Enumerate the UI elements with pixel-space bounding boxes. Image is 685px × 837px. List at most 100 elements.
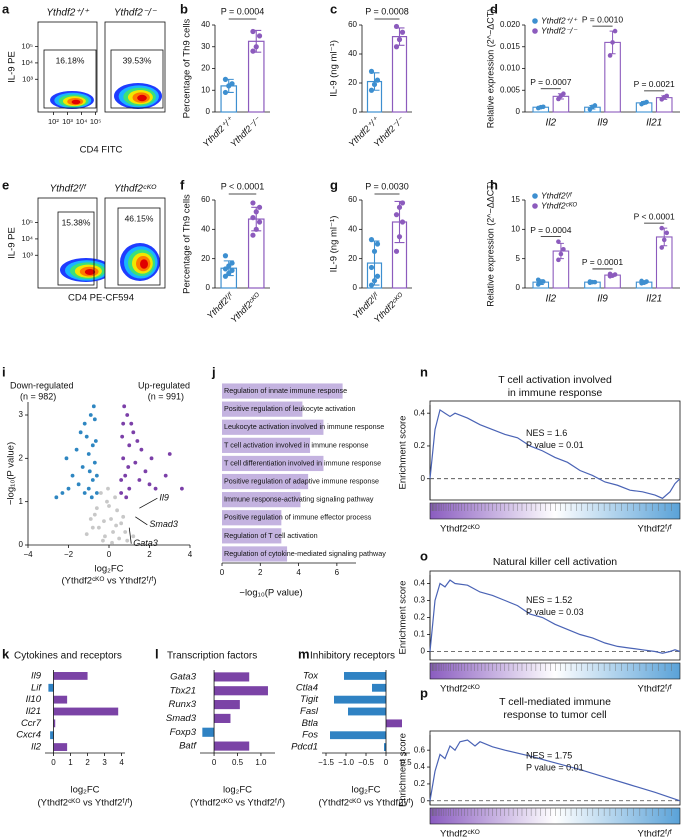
x-tick-label: 1 — [68, 758, 73, 767]
group-label: Ythdf2ᶜᴷᴼ — [440, 829, 480, 837]
data-point — [92, 417, 97, 422]
y-tick-label: 10 — [511, 224, 520, 233]
data-point — [256, 204, 263, 210]
data-point — [535, 277, 541, 283]
data-point — [612, 272, 618, 277]
data-point — [102, 519, 106, 524]
data-point — [131, 430, 136, 435]
category-label: Ythdf2ᶜᴷᴼ — [229, 291, 263, 325]
data-point — [659, 245, 665, 250]
bar — [372, 683, 386, 692]
data-point — [54, 495, 59, 500]
term-label: Immune response-activating signaling pat… — [224, 495, 374, 504]
gene-label: Il10 — [26, 694, 42, 705]
data-point — [556, 257, 561, 263]
bar — [330, 731, 386, 740]
group-label: Down-regulated — [10, 380, 74, 390]
y-axis-label: Percentage of Th9 cells — [182, 194, 193, 294]
x-axis-note: (Ythdf2ᶜᴷᴼ vs Ythdf2ᶠ/ᶠ) — [37, 798, 132, 809]
data-point — [126, 465, 131, 469]
group-label: Ythdf2ᶠ/ᶠ — [638, 524, 672, 535]
data-point — [393, 23, 400, 30]
gene-label: Ctla4 — [296, 682, 318, 693]
bar — [214, 672, 250, 682]
data-point — [110, 540, 114, 545]
panel-title: Transcription factors — [167, 651, 257, 662]
gene-label: Il9 — [159, 493, 169, 503]
panel-title: T cell activation involved — [498, 374, 612, 386]
p-value: P = 0.0001 — [582, 257, 623, 267]
y-tick-label: 60 — [348, 20, 357, 29]
data-point — [253, 209, 259, 215]
data-point — [374, 241, 381, 247]
data-point — [90, 525, 95, 530]
p-value: P = 0.0007 — [530, 77, 571, 87]
data-point — [96, 525, 101, 530]
y-tick-label: 0 — [421, 796, 426, 805]
gene-label: Pdcd1 — [291, 742, 318, 753]
data-point — [561, 91, 566, 97]
x-axis-label: log₂FC — [94, 564, 123, 575]
gene-label: Gata3 — [133, 538, 158, 548]
data-point — [253, 226, 259, 232]
data-point — [80, 465, 85, 469]
data-point — [139, 447, 144, 452]
data-point — [106, 486, 110, 491]
data-point — [90, 478, 95, 482]
data-point — [111, 530, 115, 534]
x-tick-label: −1.0 — [338, 758, 354, 767]
gene-label: Il21 — [26, 706, 41, 717]
panel-letter: h — [490, 177, 498, 192]
data-point — [396, 234, 403, 240]
y-axis-label: Enrichment score — [398, 581, 409, 655]
data-point — [256, 219, 263, 225]
data-point — [222, 253, 229, 259]
data-point — [540, 104, 546, 110]
bar — [53, 672, 88, 680]
data-point — [393, 212, 400, 218]
data-point — [94, 491, 99, 495]
panel-letter: m — [298, 646, 310, 661]
data-point — [87, 469, 92, 474]
data-point — [396, 36, 403, 43]
y-tick-label: 3 — [19, 410, 24, 419]
data-point — [107, 504, 111, 508]
data-point — [374, 273, 381, 279]
x-axis-label: log₂FC — [223, 785, 252, 796]
x-tick-label: 0.5 — [232, 758, 244, 767]
group-label: Ythdf2ᶠ/ᶠ — [638, 829, 672, 837]
y-tick-label: 1 — [19, 497, 24, 506]
x-tick-label: 2 — [85, 758, 90, 767]
data-point — [105, 499, 109, 504]
data-point — [399, 200, 406, 206]
y-tick-label: 0 — [19, 540, 24, 549]
term-label: Positive regulation of immune effector p… — [224, 513, 372, 522]
gene-label: Lif — [31, 682, 42, 693]
data-point — [399, 219, 406, 225]
data-point — [587, 279, 593, 284]
gene-label: Foxp3 — [170, 727, 197, 738]
data-point — [229, 267, 235, 273]
data-point — [167, 452, 172, 456]
data-point — [393, 44, 400, 50]
x-tick-label: 0.5 — [400, 758, 412, 767]
x-tick-label: 10² — [48, 117, 59, 126]
y-axis-label: IL-9 PE — [7, 51, 18, 83]
y-tick-label: 0.2 — [414, 613, 426, 622]
data-point — [123, 473, 128, 478]
x-axis-label: log₂FC — [70, 785, 99, 796]
data-point — [114, 523, 118, 528]
y-tick-label: 0.010 — [500, 64, 521, 73]
term-label: Positive regulation of adaptive immune r… — [224, 476, 379, 485]
y-tick-label: 0 — [421, 647, 426, 656]
data-point — [644, 279, 649, 284]
panel-letter: d — [490, 1, 498, 16]
legend-label: Ythdf2ᶠ/ᶠ — [541, 190, 573, 200]
data-point — [133, 460, 138, 465]
data-point — [117, 536, 122, 541]
data-point — [250, 215, 256, 221]
category-label: Ythdf2⁻/⁻ — [228, 114, 263, 149]
bar — [214, 713, 231, 723]
data-point — [229, 260, 235, 266]
gate-percentage: 46.15% — [125, 213, 154, 223]
